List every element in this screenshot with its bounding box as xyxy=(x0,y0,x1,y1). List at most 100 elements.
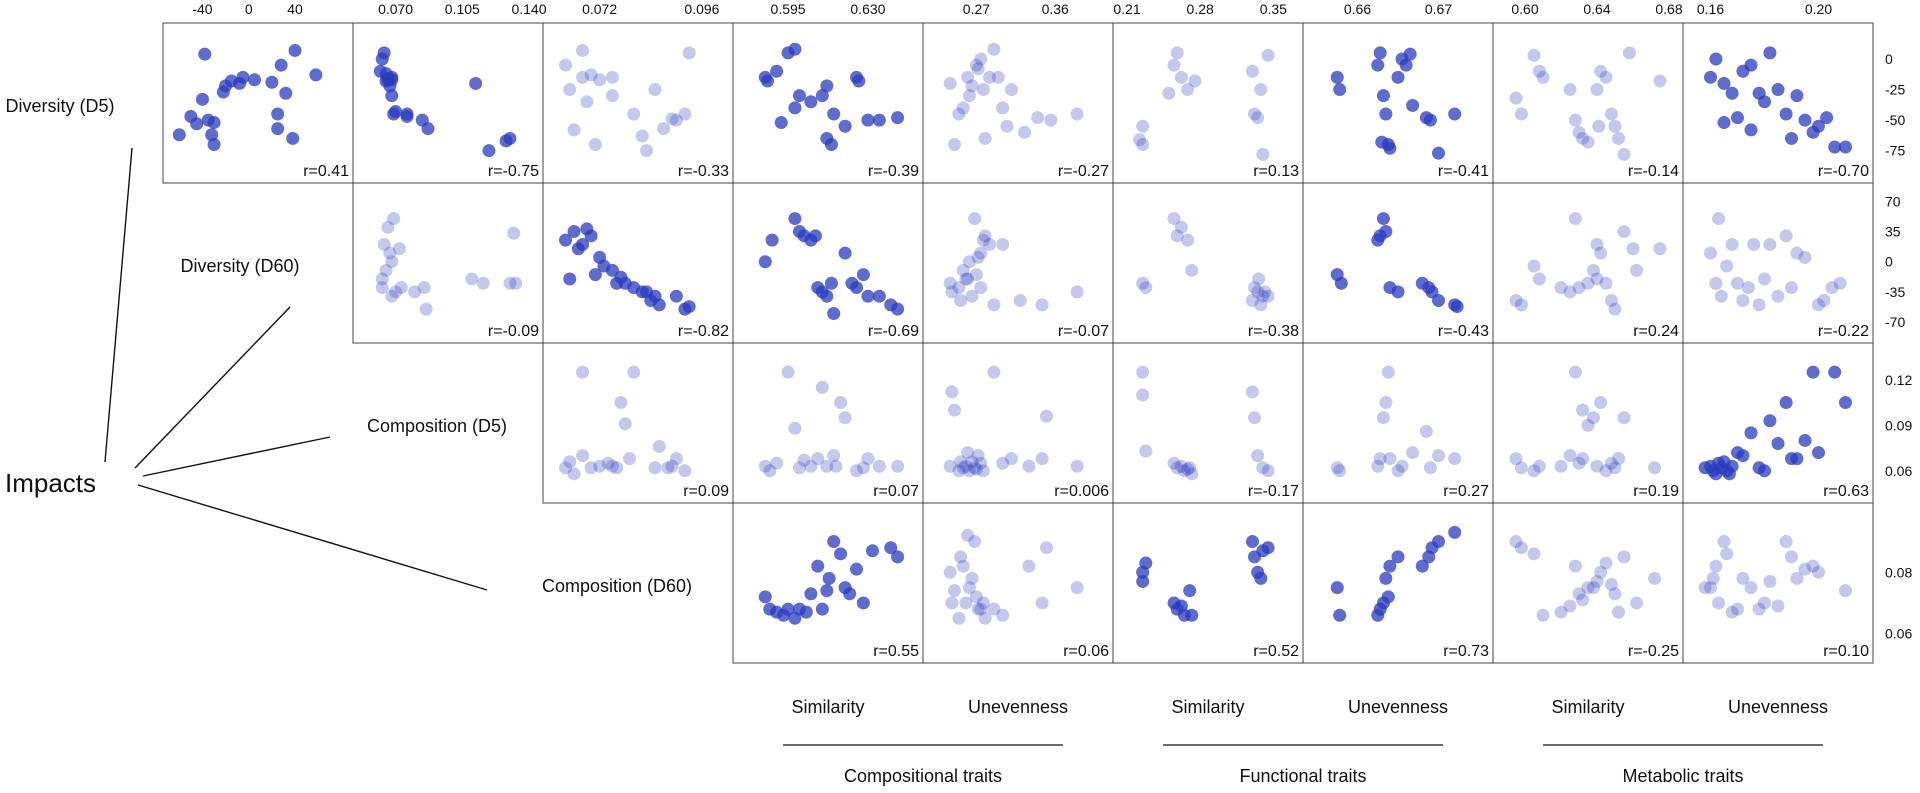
data-point xyxy=(861,113,875,127)
data-point xyxy=(576,365,590,379)
data-point xyxy=(567,225,581,239)
data-point xyxy=(1572,125,1586,139)
correlation-label: r=0.55 xyxy=(873,643,919,660)
data-point xyxy=(1839,584,1852,598)
data-point xyxy=(1018,125,1032,139)
data-point xyxy=(976,464,990,478)
data-point xyxy=(661,461,675,475)
data-point xyxy=(838,119,852,133)
data-point xyxy=(1779,396,1793,410)
correlation-label: r=-0.39 xyxy=(868,163,919,180)
data-point xyxy=(1785,131,1798,145)
data-point xyxy=(1371,459,1385,473)
data-point xyxy=(1170,46,1184,60)
data-point xyxy=(1736,449,1750,463)
data-point xyxy=(563,272,577,286)
data-point xyxy=(815,602,829,616)
cell-frame xyxy=(922,502,1114,664)
data-point xyxy=(265,75,279,89)
data-point xyxy=(1334,276,1348,290)
data-point xyxy=(1376,89,1390,103)
data-point xyxy=(1252,272,1266,286)
data-point xyxy=(1771,289,1785,303)
row-label: Diversity (D60) xyxy=(180,256,299,276)
data-point xyxy=(408,285,422,299)
data-point xyxy=(1736,571,1750,585)
data-point xyxy=(788,421,802,435)
data-point xyxy=(584,229,598,243)
y-tick-label: 0.08 xyxy=(1885,564,1912,580)
data-point xyxy=(996,456,1010,470)
data-point xyxy=(576,43,590,57)
data-point xyxy=(987,602,1001,616)
data-point xyxy=(1825,281,1839,295)
scatter-cell: r=-0.09 xyxy=(352,182,544,344)
data-point xyxy=(1376,212,1390,226)
data-point xyxy=(627,107,641,121)
data-point xyxy=(872,289,886,303)
data-point xyxy=(954,455,968,469)
data-point xyxy=(309,68,323,82)
data-point xyxy=(834,396,848,410)
correlation-label: r=-0.22 xyxy=(1818,323,1869,340)
data-point xyxy=(1744,581,1758,595)
data-point xyxy=(978,131,992,145)
data-point xyxy=(1254,571,1268,585)
data-point xyxy=(811,559,825,573)
data-point xyxy=(1590,83,1604,97)
data-point xyxy=(872,113,886,127)
data-point xyxy=(1183,461,1197,475)
data-point xyxy=(1576,452,1590,466)
data-point xyxy=(377,46,391,60)
data-point xyxy=(968,212,982,226)
scatter-cell: r=0.52 xyxy=(1112,502,1304,664)
data-point xyxy=(1256,461,1270,475)
connector-line xyxy=(142,436,331,477)
data-point xyxy=(1330,581,1344,595)
data-point xyxy=(948,138,962,152)
data-point xyxy=(1391,464,1405,478)
data-point xyxy=(891,550,905,564)
data-point xyxy=(1576,593,1590,607)
correlation-label: r=0.63 xyxy=(1823,483,1869,500)
data-point xyxy=(974,246,988,260)
data-point xyxy=(758,590,772,604)
data-point xyxy=(1771,436,1785,450)
data-point xyxy=(1035,298,1049,312)
data-point xyxy=(804,95,818,109)
data-point xyxy=(792,89,806,103)
scatter-cell: r=0.24 xyxy=(1492,182,1684,344)
data-point xyxy=(678,107,692,121)
data-point xyxy=(1395,459,1409,473)
cell-frame xyxy=(1302,342,1494,504)
data-point xyxy=(1174,70,1188,84)
data-point xyxy=(834,547,848,561)
data-point xyxy=(1763,414,1777,428)
data-point xyxy=(1251,111,1265,125)
y-tick-label: 35 xyxy=(1885,224,1901,240)
cell-frame xyxy=(1302,22,1494,184)
data-point xyxy=(1167,58,1181,72)
data-point xyxy=(567,123,581,137)
data-point xyxy=(1581,276,1595,290)
data-point xyxy=(1375,135,1389,149)
correlation-label: r=0.24 xyxy=(1633,323,1679,340)
data-point xyxy=(389,285,403,299)
data-point xyxy=(1136,276,1150,290)
data-point xyxy=(1448,525,1462,539)
data-point xyxy=(822,571,836,585)
data-point xyxy=(1779,229,1793,243)
trait-sublabel: Similarity xyxy=(1171,697,1244,717)
x-tick-label: 0.595 xyxy=(771,1,806,17)
data-point xyxy=(1704,246,1717,260)
data-point xyxy=(983,237,997,251)
trait-sublabel: Similarity xyxy=(1551,697,1624,717)
data-point xyxy=(601,456,615,470)
data-point xyxy=(576,237,590,251)
data-point xyxy=(956,559,970,573)
data-point xyxy=(190,117,204,131)
data-point xyxy=(1256,147,1270,161)
data-point xyxy=(974,281,988,295)
data-point xyxy=(1586,581,1600,595)
data-point xyxy=(1514,107,1528,121)
